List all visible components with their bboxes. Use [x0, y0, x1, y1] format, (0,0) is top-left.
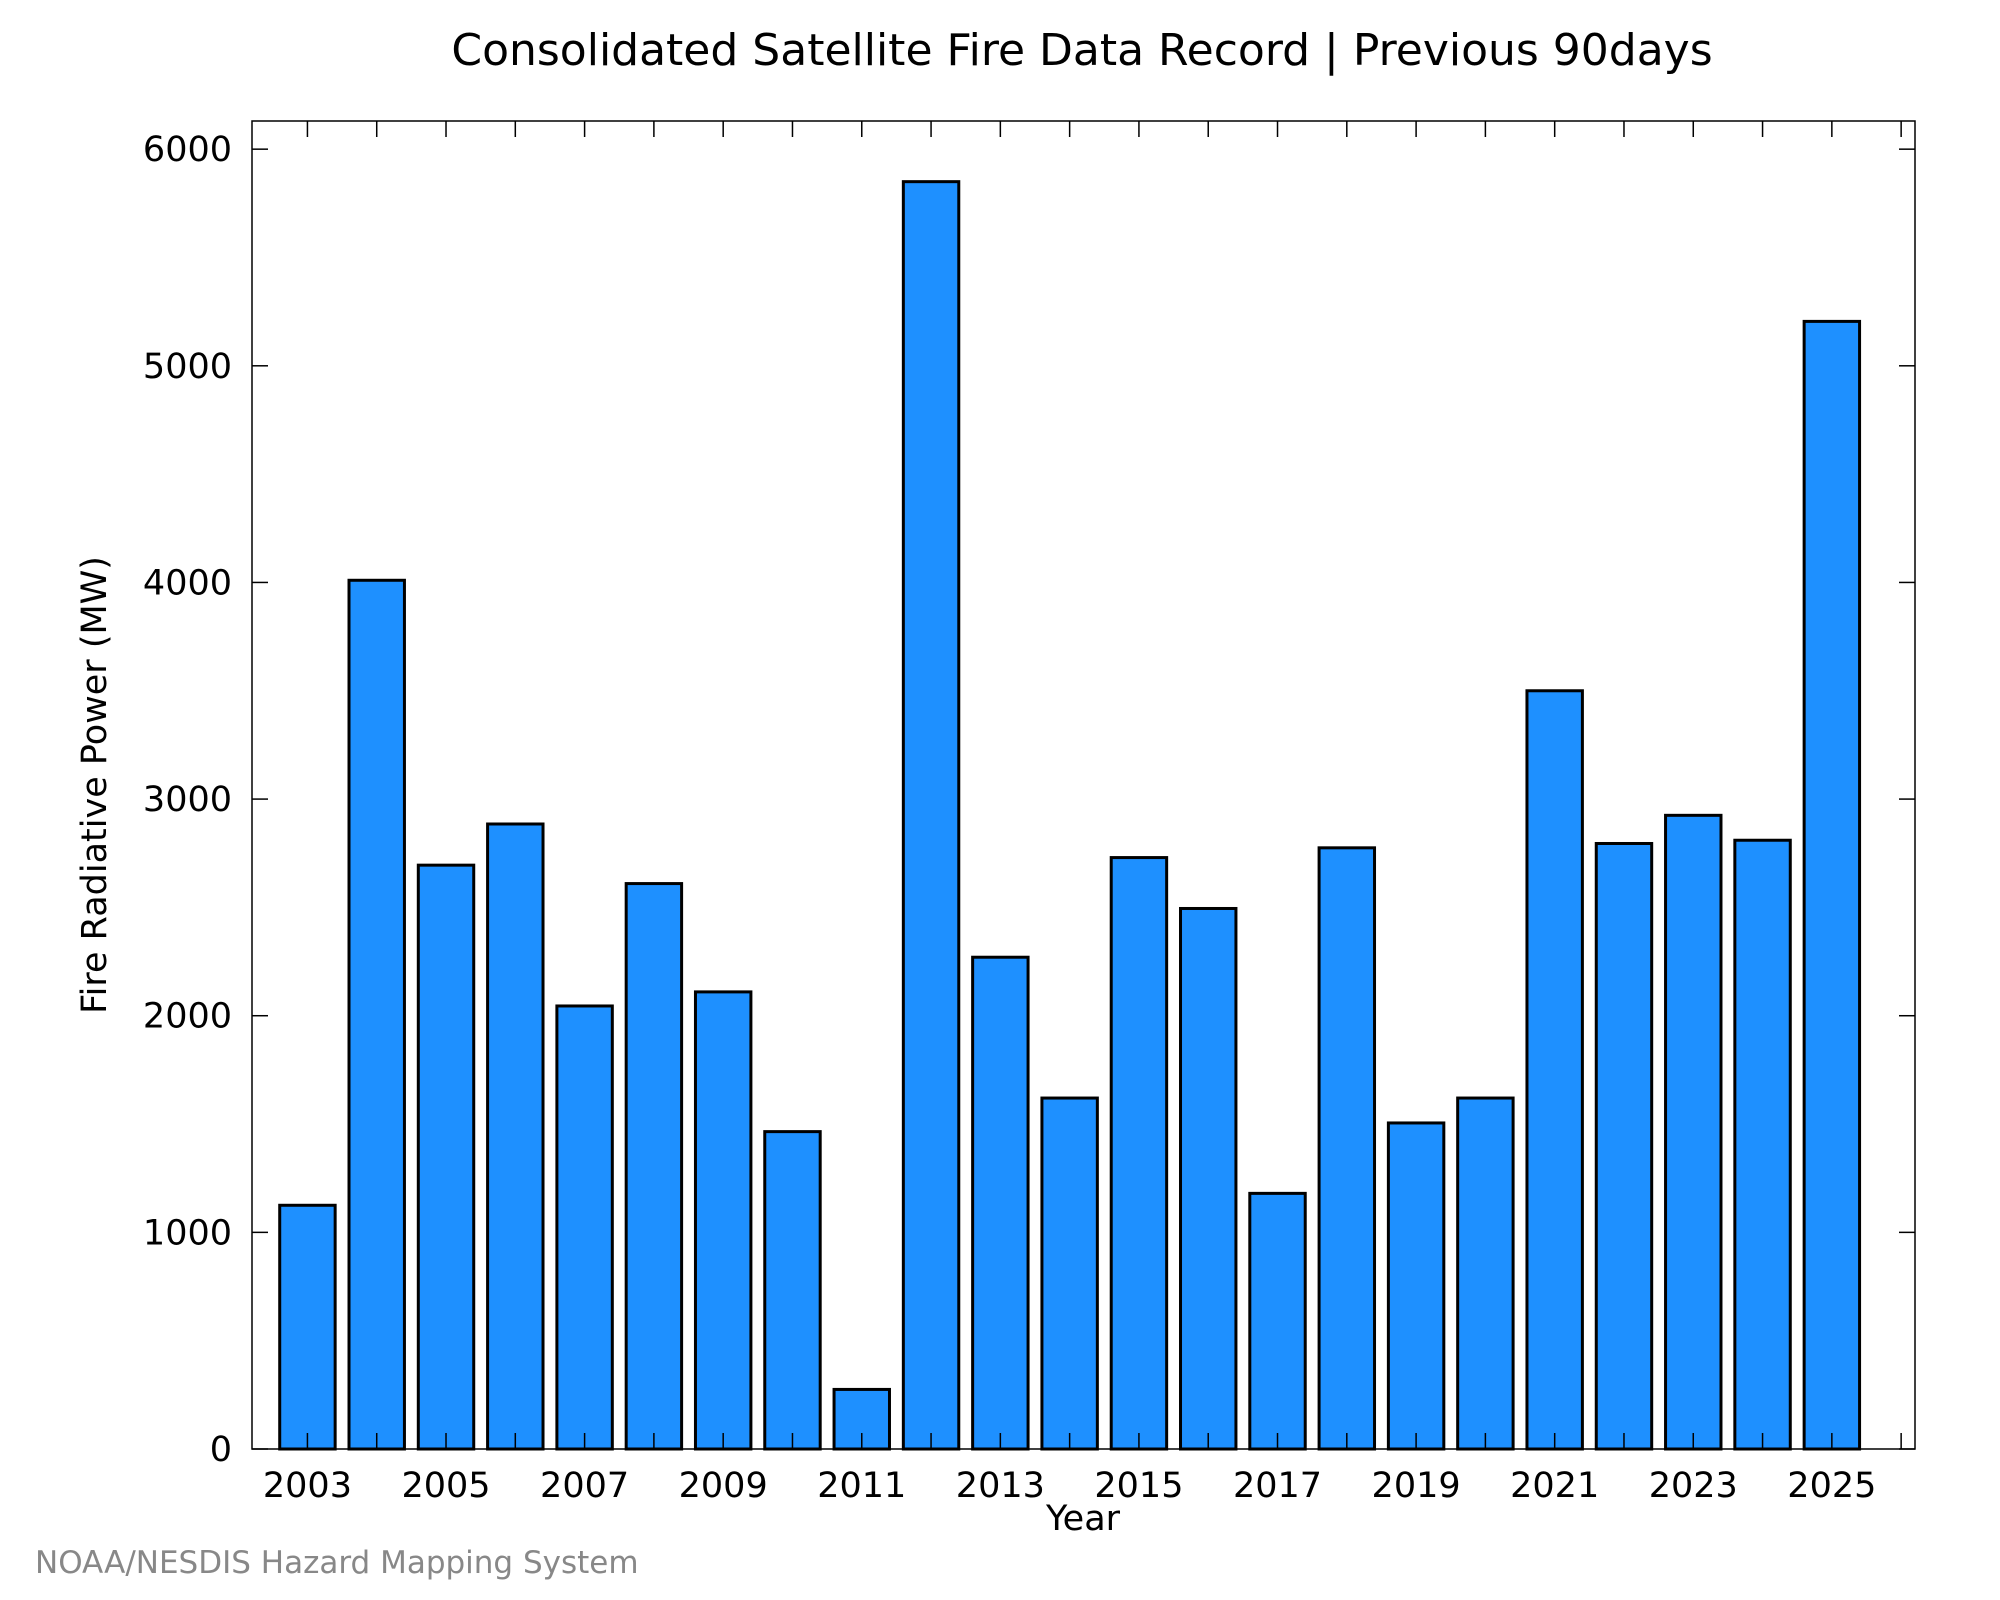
bar-2021: [1525, 689, 1584, 1451]
x-tick-label-2025: 2025: [1787, 1466, 1876, 1506]
source-credit: NOAA/NESDIS Hazard Mapping System: [35, 1545, 639, 1581]
bar-2018: [1317, 846, 1377, 1451]
bar-2010: [763, 1130, 822, 1451]
plot-frame: [251, 120, 1916, 1450]
bar-2023: [1664, 813, 1723, 1451]
bar-2004: [347, 578, 406, 1451]
x-tick-label-2017: 2017: [1233, 1466, 1322, 1506]
bars-group: [278, 180, 1862, 1451]
x-tick-label-2015: 2015: [1094, 1466, 1183, 1506]
ticks-group: 2003 2005 2007 2009 2011 2013 2015 2017 2019 2021…: [143, 121, 1915, 1506]
x-tick-label-2005: 2005: [401, 1466, 490, 1506]
bar-2019: [1386, 1121, 1446, 1451]
y-tick-label-6000: 6000: [143, 130, 232, 170]
x-tick-label-2009: 2009: [679, 1466, 768, 1506]
chart-title: Consolidated Satellite Fire Data Record …: [451, 25, 1712, 76]
bar-2005: [416, 863, 476, 1451]
x-tick-label-2003: 2003: [263, 1466, 352, 1506]
bar-2007: [555, 1004, 614, 1451]
y-tick-label-4000: 4000: [143, 563, 232, 603]
x-tick-label-2021: 2021: [1510, 1466, 1599, 1506]
bar-2024: [1733, 838, 1792, 1451]
y-axis-title: Fire Radiative Power (MW): [75, 556, 115, 1014]
bar-2012: [901, 180, 961, 1451]
y-tick-label-3000: 3000: [143, 780, 232, 820]
bar-2022: [1594, 841, 1654, 1451]
bar-2014: [1040, 1096, 1099, 1451]
bar-2009: [693, 990, 753, 1451]
bar-2017: [1248, 1191, 1307, 1451]
y-tick-label-2000: 2000: [143, 997, 232, 1037]
y-tick-label-5000: 5000: [143, 347, 232, 387]
bar-2013: [971, 955, 1030, 1451]
x-tick-label-2007: 2007: [540, 1466, 629, 1506]
x-axis-title: Year: [1045, 1499, 1121, 1539]
bar-2008: [624, 882, 684, 1451]
bar-2003: [278, 1203, 337, 1451]
x-tick-label-2019: 2019: [1372, 1466, 1461, 1506]
bar-2016: [1179, 906, 1238, 1451]
y-tick-label-1000: 1000: [143, 1213, 232, 1253]
x-tick-label-2011: 2011: [817, 1466, 906, 1506]
x-tick-label-2013: 2013: [956, 1466, 1045, 1506]
bar-2025: [1802, 319, 1862, 1451]
bar-2020: [1456, 1096, 1515, 1451]
bar-2006: [486, 822, 545, 1451]
x-tick-label-2023: 2023: [1649, 1466, 1738, 1506]
bar-2015: [1109, 856, 1169, 1451]
y-tick-label-0: 0: [210, 1430, 232, 1470]
